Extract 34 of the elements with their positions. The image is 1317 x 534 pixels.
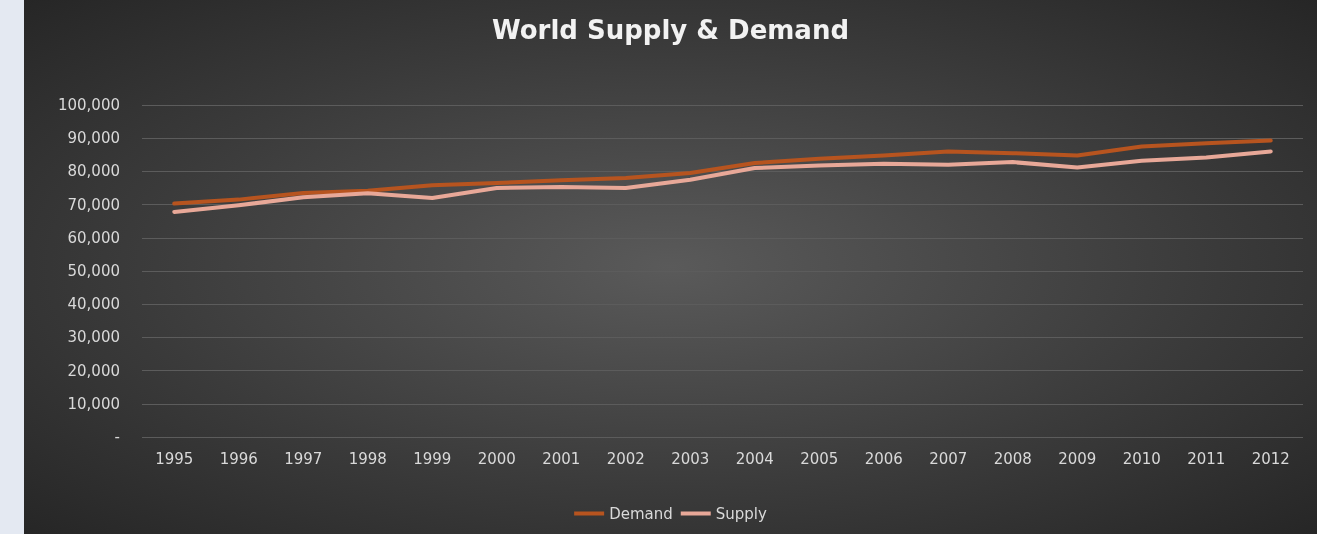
y-tick-label: 10,000 bbox=[67, 394, 120, 413]
y-tick-label: - bbox=[114, 428, 120, 446]
x-tick-label: 2007 bbox=[929, 449, 968, 468]
x-tick-label: 2004 bbox=[735, 449, 774, 468]
y-tick-label: 90,000 bbox=[67, 129, 120, 148]
y-tick-label: 20,000 bbox=[67, 361, 120, 380]
y-tick-label: 80,000 bbox=[67, 162, 120, 181]
x-tick-label: 2006 bbox=[864, 449, 903, 468]
x-tick-label: 2001 bbox=[542, 449, 581, 468]
x-tick-label: 2005 bbox=[800, 449, 839, 468]
line-series bbox=[172, 149, 1273, 214]
x-tick-label: 1999 bbox=[413, 449, 452, 468]
x-tick-label: 2010 bbox=[1122, 449, 1161, 468]
line-series bbox=[172, 138, 1273, 206]
y-tick-label: 40,000 bbox=[67, 295, 120, 314]
x-tick-label: 1996 bbox=[219, 449, 258, 468]
x-tick-label: 2011 bbox=[1187, 449, 1226, 468]
x-tick-label: 2009 bbox=[1058, 449, 1097, 468]
x-tick-label: 2012 bbox=[1251, 449, 1290, 468]
y-tick-label: 50,000 bbox=[67, 262, 120, 280]
chart-title: World Supply & Demand bbox=[491, 15, 850, 45]
y-tick-label: 60,000 bbox=[67, 228, 120, 247]
x-tick-label: 2000 bbox=[477, 449, 516, 468]
y-tick-label: 100,000 bbox=[57, 96, 120, 114]
y-tick-label: 30,000 bbox=[67, 328, 120, 347]
legend-label: Supply bbox=[715, 504, 767, 523]
x-tick-label: 2002 bbox=[606, 449, 645, 468]
x-tick-label: 1997 bbox=[284, 449, 323, 468]
legend-label: Demand bbox=[609, 504, 673, 523]
x-tick-label: 1995 bbox=[155, 449, 194, 468]
x-tick-label: 2003 bbox=[671, 449, 710, 468]
y-tick-label: 70,000 bbox=[67, 195, 120, 214]
x-tick-label: 1998 bbox=[348, 449, 387, 468]
x-tick-label: 2008 bbox=[993, 449, 1032, 468]
